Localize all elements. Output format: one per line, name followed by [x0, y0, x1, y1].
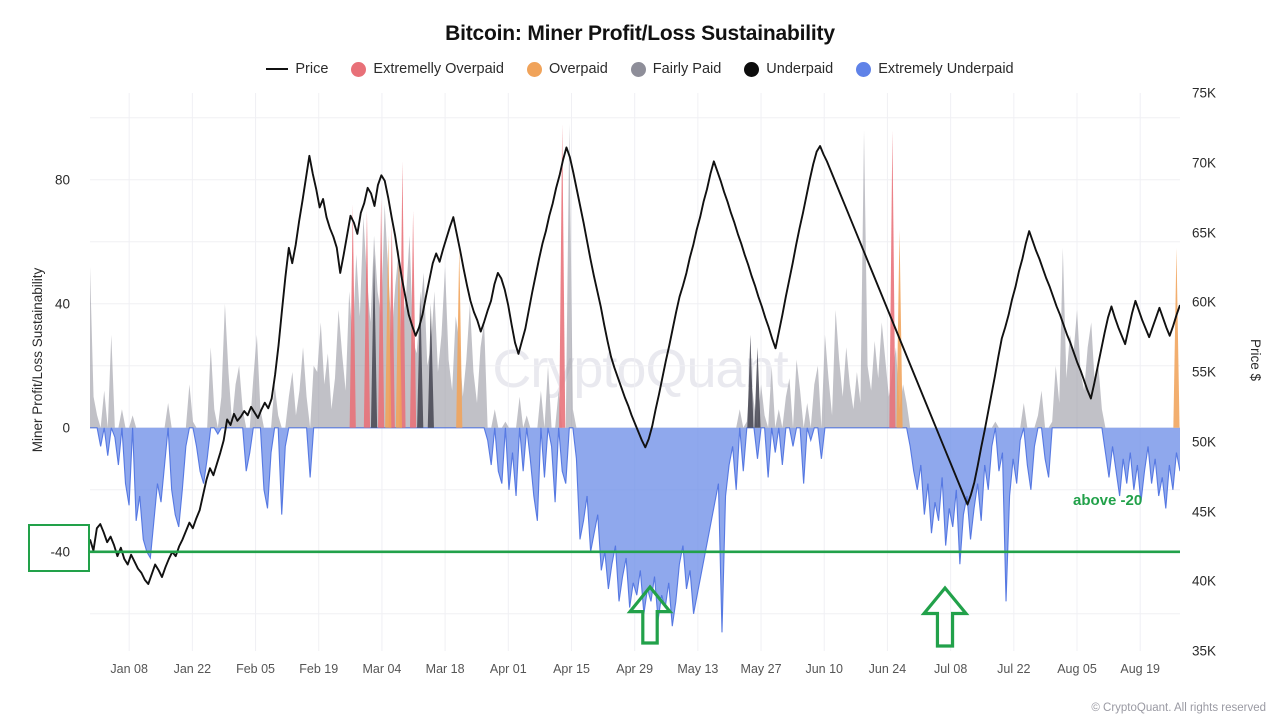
highlight-box-minus40 [28, 524, 90, 572]
spike-extremely_overpaid [559, 124, 566, 428]
x-tick: Jun 10 [805, 662, 843, 676]
spike-overpaid [896, 229, 903, 428]
spike-extremely_overpaid [889, 130, 896, 428]
y-tick-left: 0 [62, 420, 70, 436]
spike-extremely_overpaid [363, 210, 371, 428]
spike-overpaid [395, 248, 402, 428]
y-tick-right: 65K [1192, 225, 1217, 240]
up-arrow-icon [626, 584, 674, 645]
y-tick-right: 40K [1192, 573, 1217, 589]
legend-label: Extremely Underpaid [878, 61, 1014, 77]
legend-item-extremelly-overpaid[interactable]: Extremelly Overpaid [351, 61, 504, 77]
legend-item-price[interactable]: Price [266, 61, 328, 77]
legend-item-fairly-paid[interactable]: Fairly Paid [630, 61, 722, 77]
spike-overpaid [456, 248, 463, 428]
area-outline-underpaid [90, 427, 1180, 633]
legend-dot-icon [526, 61, 542, 77]
y-tick-right: 45K [1192, 504, 1217, 519]
x-tick: Mar 04 [362, 662, 402, 676]
x-tick: Apr 01 [489, 662, 527, 676]
spike-overpaid [385, 235, 392, 428]
y-tick-left: -40 [50, 544, 70, 560]
spike-underpaid [427, 303, 434, 428]
x-tick: Jun 24 [868, 662, 907, 676]
price-line [90, 145, 1180, 585]
legend-line-marker [266, 68, 289, 70]
area-extremely-underpaid [90, 427, 1180, 633]
x-tick: Jul 22 [997, 662, 1031, 676]
legend-label: Extremelly Overpaid [373, 61, 504, 77]
spike-overpaid [1173, 248, 1180, 428]
legend-label: Underpaid [766, 61, 834, 77]
plot-area [90, 93, 1180, 651]
x-tick: Apr 15 [553, 662, 590, 676]
x-tick: May 13 [677, 662, 719, 676]
left-axis: 80 40 0 -40 [0, 0, 80, 720]
legend-label: Overpaid [548, 61, 608, 77]
y-tick-right: 55K [1192, 364, 1217, 380]
spike-extremely_overpaid [409, 210, 417, 428]
x-tick: Apr 29 [616, 662, 654, 676]
spike-extremely_overpaid [399, 161, 406, 428]
spike-underpaid [754, 347, 761, 428]
up-arrow-icon [920, 585, 970, 648]
legend-item-overpaid[interactable]: Overpaid [526, 61, 608, 77]
spike-underpaid [747, 334, 754, 428]
legend-dot-icon [744, 61, 760, 77]
legend-label: Fairly Paid [652, 61, 722, 77]
y-tick-left: 80 [54, 172, 70, 188]
x-tick: Mar 18 [425, 662, 465, 676]
y-tick-left: 40 [54, 296, 70, 312]
y-tick-right: 75K [1192, 85, 1217, 101]
y-axis-label-right: Price $ [1248, 338, 1263, 382]
copyright-footer: © CryptoQuant. All rights reserved [1091, 702, 1266, 714]
x-tick: Aug 05 [1057, 662, 1097, 676]
page-title: Bitcoin: Miner Profit/Loss Sustainabilit… [445, 22, 835, 45]
legend-dot-icon [856, 61, 872, 77]
x-tick: Jan 08 [110, 662, 148, 676]
spike-underpaid [370, 254, 378, 428]
x-tick: Jan 22 [173, 662, 212, 676]
x-tick: Jul 08 [933, 662, 968, 676]
y-tick-right: 60K [1192, 294, 1217, 310]
spike-extremely_overpaid [378, 198, 385, 428]
chart-legend: Price Extremelly Overpaid Overpaid Fairly P… [0, 61, 1280, 77]
y-tick-right: 35K [1192, 643, 1217, 659]
x-tick: Aug 19 [1120, 662, 1160, 676]
x-tick: Feb 05 [236, 662, 276, 676]
legend-item-underpaid[interactable]: Underpaid [744, 61, 833, 77]
y-axis-label-left: Miner Profit/Loss Sustainability [30, 267, 45, 453]
x-tick: Feb 19 [299, 662, 339, 676]
threshold-annotation: above -20 [1073, 492, 1143, 509]
legend-item-extremely-underpaid[interactable]: Extremely Underpaid [856, 61, 1014, 77]
legend-dot-icon [630, 61, 646, 77]
spike-extremely_overpaid [349, 204, 356, 428]
y-tick-right: 70K [1192, 155, 1217, 171]
spike-underpaid [417, 291, 424, 428]
area-fairly-paid [90, 124, 1180, 428]
x-tick: May 27 [740, 662, 782, 676]
y-tick-right: 50K [1192, 434, 1217, 450]
legend-dot-icon [351, 61, 367, 77]
legend-label: Price [295, 61, 329, 77]
chart-canvas [90, 93, 1180, 651]
